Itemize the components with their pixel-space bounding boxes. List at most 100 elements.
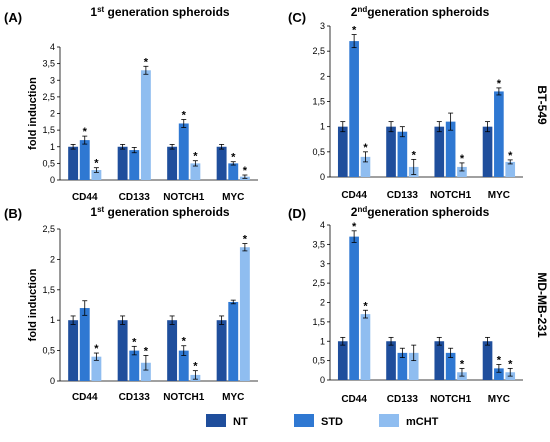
category-label: MYC (488, 190, 510, 201)
chart-title-number: 1 (90, 5, 97, 19)
bar (129, 350, 140, 381)
y-tick-label: 1,5 (42, 125, 55, 135)
bar (397, 131, 408, 177)
significance-star: * (83, 126, 88, 138)
significance-star: * (231, 152, 236, 164)
y-tick-label: 2,5 (312, 278, 325, 288)
y-tick-label: 0 (320, 375, 325, 385)
legend-swatch (206, 414, 226, 427)
legend: NT STD mCHT (206, 414, 439, 428)
legend-swatch (379, 414, 399, 427)
significance-star: * (497, 355, 502, 367)
chart-title-rest: generation spheroids (104, 5, 230, 19)
bar (190, 163, 201, 180)
y-axis-label: fold induction (27, 268, 39, 341)
legend-item: STD (294, 414, 343, 428)
y-tick-label: 1,5 (312, 317, 325, 327)
category-label: MYC (222, 392, 244, 403)
significance-star: * (243, 234, 248, 246)
bar (91, 170, 102, 180)
bar (337, 126, 348, 177)
chart-title-superscript: nd (357, 5, 367, 14)
legend-label: NT (233, 416, 248, 428)
chart-title-number: 2 (351, 205, 358, 219)
significance-star: * (412, 149, 417, 161)
y-axis-label: fold induction (27, 77, 39, 150)
bar (91, 356, 102, 381)
bar (445, 121, 456, 177)
y-tick-label: 2,5 (42, 224, 55, 234)
significance-star: * (132, 336, 137, 348)
bar (494, 368, 504, 380)
chart-title: 2ndgeneration spheroids (351, 205, 490, 220)
bar (349, 236, 359, 380)
y-tick-label: 0,5 (312, 147, 325, 157)
bar (482, 126, 493, 177)
bar (445, 352, 456, 380)
bar (360, 156, 371, 177)
bar (386, 126, 396, 177)
y-tick-label: 3 (320, 21, 325, 31)
bar (117, 320, 128, 381)
bar (79, 140, 90, 180)
chart-title: 1st generation spheroids (90, 205, 229, 220)
chart-title-superscript: st (97, 205, 104, 214)
significance-star: * (363, 142, 368, 154)
category-label: CD133 (119, 192, 151, 203)
y-tick-label: 2 (50, 254, 55, 264)
bar (349, 41, 359, 177)
significance-star: * (352, 221, 357, 233)
bar (239, 247, 250, 381)
y-tick-label: 4 (50, 42, 55, 52)
side-label: BT-549 (535, 85, 549, 125)
significance-star: * (460, 358, 465, 370)
category-label: NOTCH1 (430, 394, 472, 405)
y-tick-label: 1 (50, 142, 55, 152)
category-label: MYC (488, 394, 510, 405)
bar (408, 352, 419, 380)
chart-title-rest: generation spheroids (367, 5, 489, 19)
chart-title-rest: generation spheroids (104, 205, 230, 219)
bar (228, 163, 239, 180)
significance-star: * (352, 25, 357, 37)
y-tick-label: 3 (320, 259, 325, 269)
chart-panel-d: (D) 2ndgeneration spheroids00,511,522,533… (288, 205, 523, 405)
bar (228, 301, 239, 381)
y-tick-label: 4 (320, 220, 325, 230)
bar (457, 166, 467, 177)
bar (178, 123, 189, 180)
panel-letter: (B) (4, 206, 22, 221)
y-tick-label: 0 (320, 172, 325, 182)
bar (337, 341, 348, 380)
legend-item: NT (206, 414, 248, 428)
category-label: CD133 (387, 190, 419, 201)
chart-title-number: 1 (90, 205, 97, 219)
bar (167, 146, 178, 180)
y-tick-label: 2 (50, 109, 55, 119)
bar (140, 362, 151, 381)
significance-star: * (193, 151, 198, 163)
significance-star: * (193, 361, 198, 373)
significance-star: * (363, 300, 368, 312)
y-tick-label: 0,5 (312, 356, 325, 366)
significance-star: * (144, 345, 149, 357)
significance-star: * (497, 78, 502, 90)
chart-panel-a: (A) 1st generation spheroids00,511,522,53… (4, 5, 258, 203)
bar (434, 341, 445, 380)
significance-star: * (144, 56, 149, 68)
category-label: NOTCH1 (430, 190, 472, 201)
significance-star: * (182, 109, 187, 121)
legend-item: mCHT (379, 414, 439, 428)
bar (178, 350, 189, 381)
bar (167, 320, 178, 381)
chart-title-number: 2 (351, 5, 358, 19)
bar (140, 70, 151, 180)
panel-letter: (C) (288, 10, 306, 25)
category-label: CD44 (341, 190, 367, 201)
bar (482, 341, 493, 380)
significance-star: * (243, 165, 248, 177)
legend-label: STD (321, 416, 343, 428)
chart-title-superscript: nd (357, 205, 367, 214)
